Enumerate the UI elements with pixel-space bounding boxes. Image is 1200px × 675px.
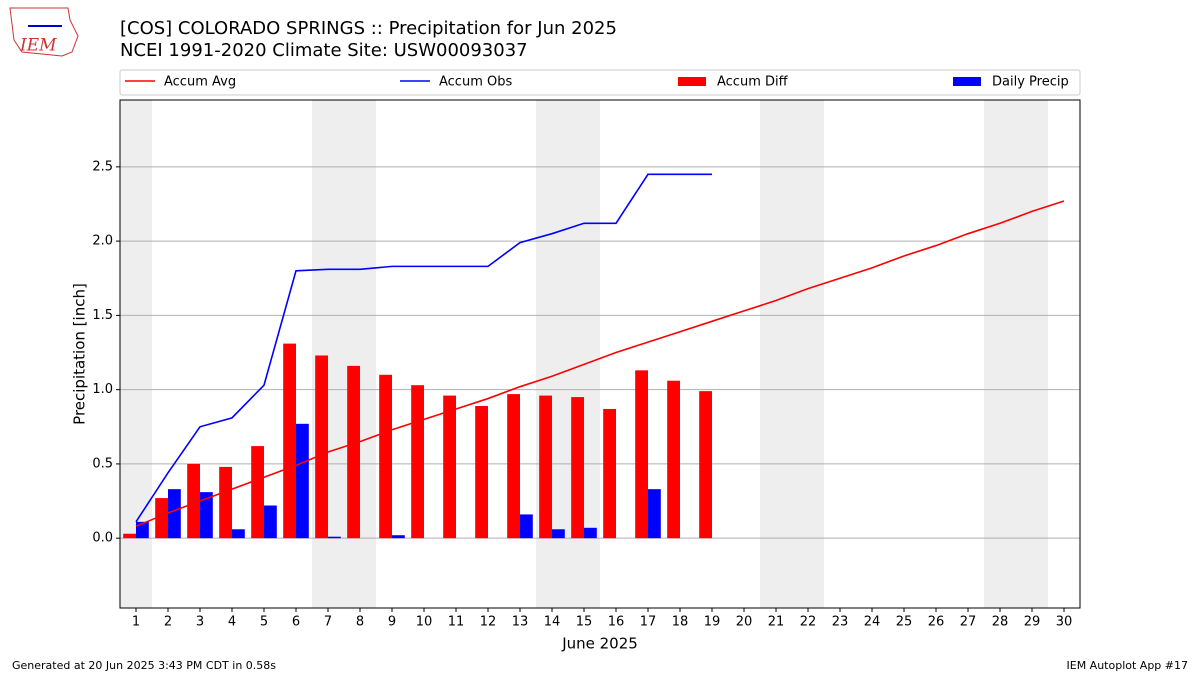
bar (200, 492, 213, 539)
weekend-shade (792, 100, 824, 608)
bar (539, 395, 552, 539)
x-tick-label: 2 (164, 615, 172, 630)
x-tick-label: 5 (260, 615, 268, 630)
x-tick-label: 15 (576, 615, 593, 630)
bar (283, 343, 296, 539)
weekend-shade (1016, 100, 1048, 608)
y-tick-label: 0.5 (92, 456, 113, 471)
bar (328, 536, 341, 539)
x-tick-label: 26 (928, 615, 945, 630)
logo: IEM (9, 7, 79, 57)
footer-right: IEM Autoplot App #17 (1067, 659, 1189, 672)
bar (520, 514, 533, 539)
bar (392, 535, 405, 539)
x-tick-label: 27 (960, 615, 977, 630)
y-tick-label: 2.5 (92, 159, 113, 174)
bar (187, 463, 200, 539)
bar (667, 380, 680, 539)
y-tick-label: 1.5 (92, 308, 113, 323)
bar (584, 527, 597, 539)
x-tick-label: 3 (196, 615, 204, 630)
x-tick-label: 8 (356, 615, 364, 630)
x-tick-label: 13 (512, 615, 529, 630)
bar (475, 405, 488, 539)
y-axis-label: Precipitation [inch] (71, 283, 89, 425)
bar (699, 391, 712, 539)
bar (552, 529, 565, 539)
bar (347, 365, 360, 539)
bar (123, 533, 136, 539)
chart-subtitle: NCEI 1991-2020 Climate Site: USW00093037 (120, 40, 528, 61)
x-axis-label: June 2025 (561, 635, 638, 653)
bar (443, 395, 456, 539)
legend-swatch (953, 77, 981, 86)
bar (315, 355, 328, 539)
x-tick-label: 17 (640, 615, 657, 630)
bar (155, 498, 168, 539)
y-tick-label: 1.0 (92, 382, 113, 397)
x-tick-label: 1 (132, 615, 140, 630)
weekend-shade (984, 100, 1016, 608)
x-tick-label: 23 (832, 615, 849, 630)
x-tick-label: 29 (1024, 615, 1041, 630)
x-tick-label: 11 (448, 615, 465, 630)
legend-label: Daily Precip (992, 75, 1069, 90)
x-tick-label: 18 (672, 615, 689, 630)
x-tick-label: 25 (896, 615, 913, 630)
x-tick-label: 10 (416, 615, 433, 630)
chart-title: [COS] COLORADO SPRINGS :: Precipitation … (120, 18, 617, 39)
bar (635, 370, 648, 539)
bar (232, 529, 245, 539)
legend-label: Accum Obs (439, 75, 512, 90)
x-tick-label: 14 (544, 615, 561, 630)
legend-box (119, 69, 1081, 96)
bar (136, 521, 149, 539)
x-tick-label: 20 (736, 615, 753, 630)
logo-outline (9, 7, 79, 57)
bar (571, 397, 584, 539)
y-tick-label: 0.0 (92, 531, 113, 546)
x-tick-label: 9 (388, 615, 396, 630)
legend-label: Accum Avg (164, 75, 236, 90)
bar (219, 466, 232, 539)
bar (264, 505, 277, 539)
x-tick-label: 28 (992, 615, 1009, 630)
line (135, 200, 1065, 528)
x-tick-label: 6 (292, 615, 300, 630)
x-tick-label: 16 (608, 615, 625, 630)
bar (296, 423, 309, 539)
logo-text: IEM (19, 36, 57, 56)
bar (251, 446, 264, 539)
bar (379, 374, 392, 539)
legend-label: Accum Diff (717, 75, 789, 90)
x-tick-label: 7 (324, 615, 332, 630)
x-tick-label: 21 (768, 615, 785, 630)
bar (603, 408, 616, 539)
x-tick-label: 12 (480, 615, 497, 630)
x-tick-label: 24 (864, 615, 881, 630)
x-tick-label: 19 (704, 615, 721, 630)
x-tick-label: 4 (228, 615, 236, 630)
plot-frame (119, 99, 1081, 609)
x-tick-label: 30 (1056, 615, 1073, 630)
bar (648, 489, 661, 539)
bar (411, 385, 424, 539)
bar (507, 394, 520, 539)
weekend-shade (760, 100, 792, 608)
line (135, 173, 712, 523)
y-tick-label: 2.0 (92, 234, 113, 249)
bar (168, 489, 181, 539)
legend-swatch (678, 77, 706, 86)
x-tick-label: 22 (800, 615, 817, 630)
footer-left: Generated at 20 Jun 2025 3:43 PM CDT in … (12, 659, 276, 672)
